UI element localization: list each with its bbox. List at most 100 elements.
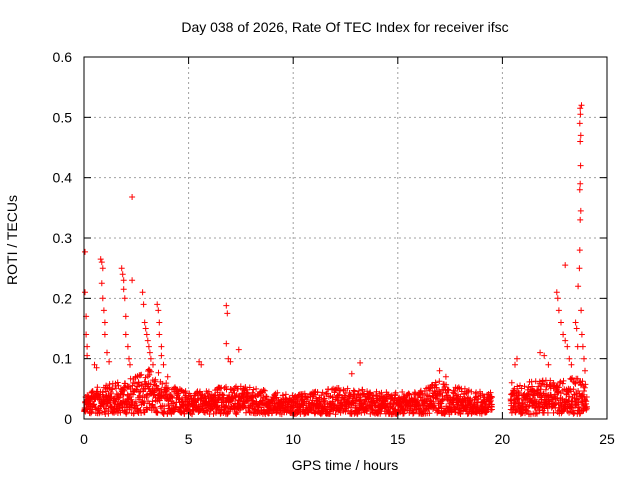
data-point [570, 386, 577, 393]
x-tick-label: 15 [390, 431, 406, 447]
y-tick-label: 0.3 [53, 230, 73, 246]
data-point [129, 277, 136, 284]
data-point [109, 386, 115, 393]
data-point [223, 302, 230, 309]
data-point [155, 369, 162, 376]
axis-ticks [83, 56, 608, 420]
data-point [148, 368, 154, 375]
data-point [143, 331, 150, 338]
data-point [451, 388, 458, 395]
x-tick-label: 5 [185, 431, 193, 447]
data-point [99, 389, 106, 396]
data-point [223, 402, 230, 409]
data-point [581, 355, 587, 362]
data-point [573, 325, 580, 332]
data-point [581, 384, 588, 391]
data-point [392, 389, 399, 396]
data-point [87, 398, 94, 405]
data-point [445, 386, 452, 393]
data-point [426, 410, 433, 417]
data-point [260, 387, 267, 393]
data-point [577, 207, 584, 214]
data-point [140, 301, 147, 308]
data-point [227, 386, 234, 392]
data-point [101, 331, 108, 338]
data-point [442, 373, 449, 380]
data-point [295, 391, 302, 398]
data-point [560, 377, 567, 384]
data-point [334, 397, 341, 404]
data-point [246, 384, 253, 391]
data-point [542, 386, 549, 393]
data-point [545, 361, 552, 368]
data-point [182, 388, 189, 395]
data-point [156, 331, 163, 338]
data-point [96, 410, 103, 417]
data-point [142, 325, 149, 332]
data-point [568, 404, 575, 411]
data-point [507, 397, 514, 404]
data-point [359, 386, 366, 393]
data-point [143, 394, 150, 401]
data-point [443, 381, 450, 388]
data-point [237, 383, 244, 390]
data-point [526, 391, 533, 398]
data-point [128, 396, 135, 403]
data-point [552, 400, 559, 407]
data-point [144, 406, 151, 413]
data-point [205, 388, 212, 395]
data-point [332, 411, 339, 418]
data-point [141, 319, 148, 326]
data-point [514, 355, 520, 362]
data-point [488, 403, 495, 410]
data-point [119, 271, 126, 278]
data-point [436, 367, 443, 374]
data-point [105, 407, 112, 413]
data-point [562, 262, 569, 269]
data-point [144, 373, 151, 380]
data-point [512, 361, 518, 368]
data-point [232, 410, 239, 417]
data-point [327, 410, 334, 417]
data-point [159, 380, 166, 387]
data-point [537, 386, 544, 393]
data-point [164, 373, 171, 380]
data-point [433, 384, 440, 391]
data-point [487, 389, 494, 396]
data-points [81, 102, 590, 418]
data-point [211, 398, 218, 405]
data-point [146, 349, 153, 356]
data-point [155, 307, 162, 314]
data-point [165, 402, 172, 409]
data-point [553, 289, 560, 296]
data-point [107, 389, 114, 396]
data-point [99, 295, 106, 302]
data-point [579, 343, 586, 350]
data-point [577, 180, 584, 187]
data-point [572, 380, 579, 387]
data-point [479, 391, 486, 397]
data-point [431, 402, 438, 409]
data-point [227, 358, 234, 365]
data-point [583, 394, 590, 400]
data-point [118, 265, 125, 272]
data-point [124, 343, 131, 350]
data-point [577, 105, 584, 112]
data-point [84, 343, 91, 350]
x-tick-label: 10 [285, 431, 301, 447]
data-point [133, 402, 140, 409]
data-point [562, 337, 569, 344]
data-point [132, 398, 139, 405]
data-point [351, 388, 358, 395]
data-point [215, 396, 222, 402]
data-point [475, 396, 482, 403]
data-point [566, 355, 573, 362]
data-point [373, 388, 380, 395]
data-point [161, 408, 168, 415]
data-point [348, 370, 355, 377]
data-point [318, 392, 325, 399]
chart-title: Day 038 of 2026, Rate Of TEC Index for r… [181, 19, 508, 35]
data-point [152, 405, 159, 411]
data-point [487, 397, 494, 404]
